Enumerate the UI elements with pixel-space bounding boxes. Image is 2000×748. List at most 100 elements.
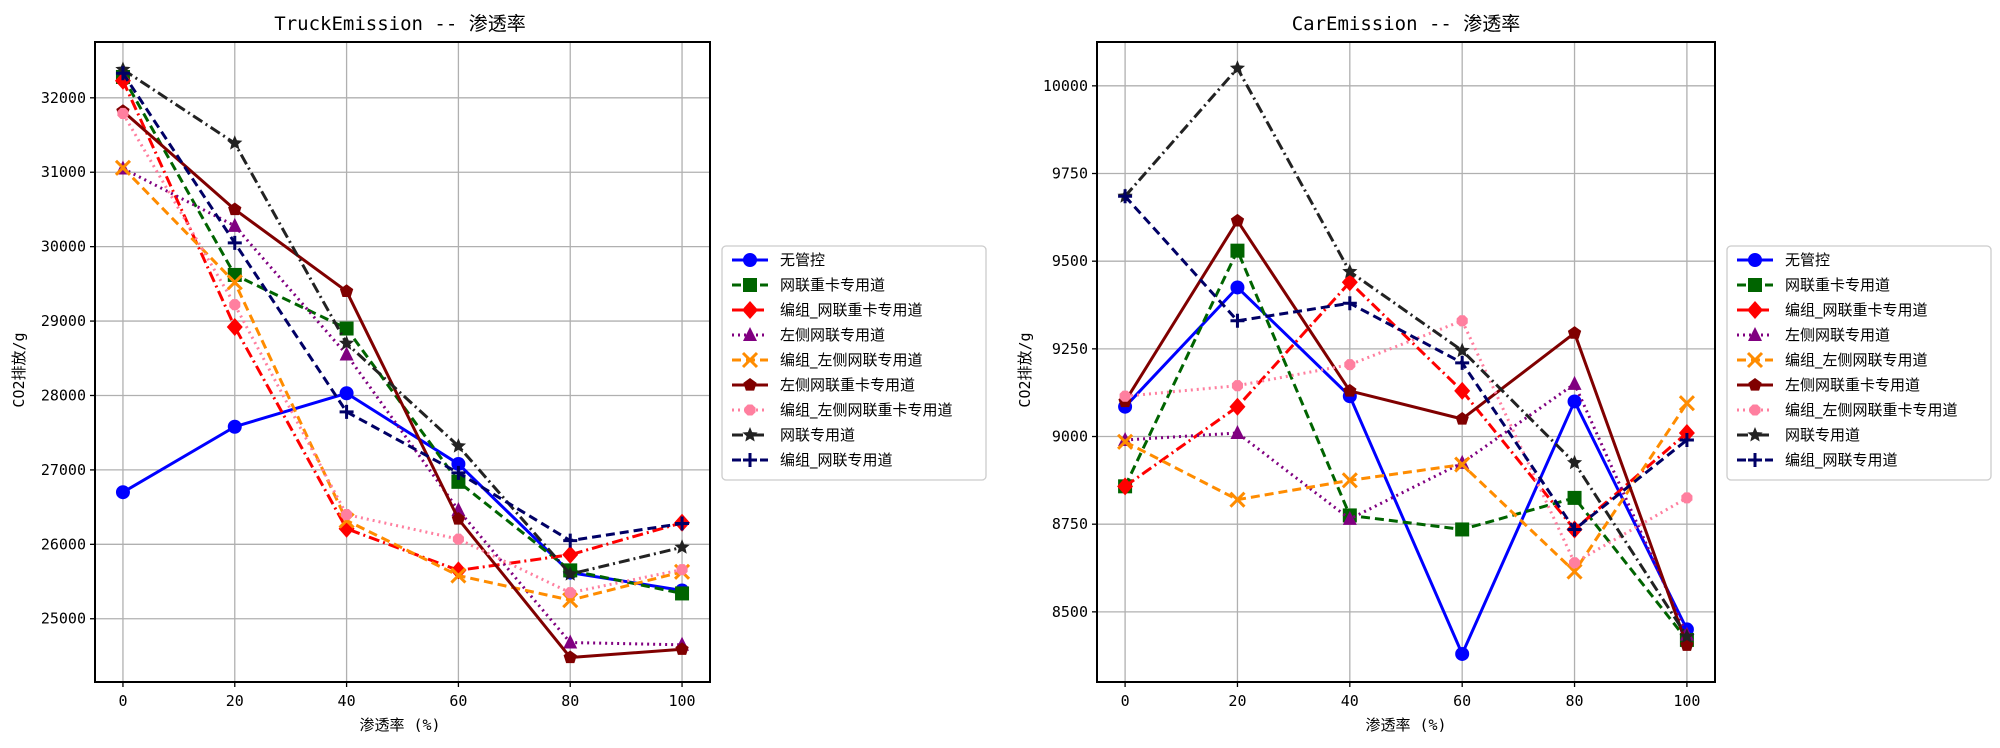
- legend-item: 无管控: [732, 251, 825, 269]
- truck-emission-chart: TruckEmission -- 渗透率 渗透率 (%) CO2排放/g 0 20…: [10, 13, 987, 734]
- legend-item: 无管控: [1737, 251, 1830, 269]
- legend-item: 编组_网联专用道: [732, 451, 893, 470]
- x-tick-label: 20: [1228, 692, 1246, 710]
- data-point: [1567, 490, 1582, 505]
- legend-marker: [743, 253, 757, 267]
- car-emission-chart: CarEmission -- 渗透率 渗透率 (%) CO2排放/g 0 20 40…: [1016, 13, 1992, 734]
- data-point: [341, 509, 353, 521]
- legend-marker: [743, 278, 757, 292]
- legend-marker: [742, 301, 758, 319]
- series-编组_网联重卡专用道: [114, 71, 691, 580]
- y-tick-label: 9750: [1052, 165, 1088, 183]
- series-左侧网联专用道: [1118, 375, 1694, 641]
- legend-marker: [1749, 404, 1761, 416]
- data-point: [1454, 342, 1470, 358]
- series-line: [122, 167, 683, 647]
- x-tick-label: 40: [338, 692, 356, 710]
- y-tick-label: 31000: [41, 163, 86, 181]
- legend-marker: [741, 351, 759, 369]
- data-point: [452, 533, 464, 545]
- chart-title: CarEmission -- 渗透率: [1292, 13, 1521, 35]
- data-point: [1117, 433, 1134, 450]
- data-point: [1567, 326, 1582, 339]
- data-point: [1229, 60, 1246, 75]
- series-line: [121, 110, 683, 659]
- legend-label: 无管控: [780, 251, 825, 269]
- data-point: [1566, 563, 1583, 580]
- series-line: [121, 112, 683, 595]
- legend-marker: [1748, 327, 1762, 341]
- y-tick-label: 9500: [1052, 252, 1088, 270]
- legend-marker: [744, 404, 756, 416]
- legend-marker: [743, 453, 757, 467]
- series-编组_网联专用道: [1118, 189, 1694, 537]
- data-point: [339, 386, 354, 401]
- data-point: [450, 561, 467, 580]
- data-point: [1230, 213, 1245, 227]
- data-point: [115, 66, 130, 81]
- series-编组_左侧网联专用道: [1117, 395, 1695, 580]
- data-point: [451, 512, 466, 525]
- legend-label: 左侧网联重卡专用道: [1785, 376, 1920, 394]
- data-point: [1455, 411, 1469, 425]
- y-tick-label: 8500: [1052, 603, 1088, 621]
- data-point: [1455, 522, 1470, 537]
- y-axis-label: CO2排放/g: [10, 332, 28, 407]
- data-point: [1342, 263, 1358, 279]
- legend-item: 编组_左侧网联专用道: [1737, 351, 1928, 370]
- x-tick-label: 80: [1566, 692, 1584, 710]
- series-编组_左侧网联专用道: [114, 159, 691, 609]
- plot-frame: [94, 41, 711, 683]
- data-point: [226, 318, 243, 337]
- series-line: [121, 80, 683, 572]
- series-网联重卡专用道: [1118, 243, 1694, 647]
- x-tick-label: 100: [1673, 692, 1700, 710]
- data-point: [1341, 472, 1358, 489]
- legend-item: 网联专用道: [1737, 426, 1860, 444]
- data-point: [563, 533, 578, 548]
- data-point: [1454, 456, 1471, 473]
- data-point: [1567, 375, 1582, 390]
- data-point: [1229, 491, 1246, 508]
- legend-label: 编组_左侧网联专用道: [780, 351, 923, 370]
- y-tick-label: 30000: [41, 238, 86, 256]
- data-point: [339, 321, 354, 336]
- data-point: [674, 539, 690, 554]
- data-point: [1231, 380, 1243, 392]
- data-point: [227, 135, 243, 150]
- data-point: [1344, 359, 1356, 371]
- legend-marker: [1748, 253, 1762, 267]
- x-tick-label: 80: [561, 692, 579, 710]
- data-point: [1342, 296, 1357, 311]
- data-point: [114, 71, 131, 90]
- data-point: [1566, 454, 1583, 470]
- legend-box: [721, 245, 987, 481]
- legend-marker: [1747, 301, 1763, 319]
- legend-label: 左侧网联专用道: [780, 326, 885, 344]
- series-编组_网联重卡专用道: [1117, 273, 1695, 539]
- data-point: [114, 159, 132, 176]
- series-编组_网联专用道: [115, 66, 690, 548]
- data-point: [563, 634, 578, 649]
- x-axis-label: 渗透率 (%): [1365, 716, 1446, 734]
- x-tick-label: 100: [668, 692, 695, 710]
- data-point: [1678, 395, 1695, 412]
- legend: 无管控网联重卡专用道编组_网联重卡专用道左侧网联专用道编组_左侧网联专用道左侧网…: [721, 245, 987, 481]
- legend-label: 编组_左侧网联重卡专用道: [1785, 401, 1958, 420]
- legend-item: 编组_网联重卡专用道: [732, 301, 923, 320]
- legend-item: 网联重卡专用道: [732, 276, 885, 294]
- data-point: [1456, 315, 1468, 327]
- data-point: [1455, 454, 1470, 469]
- data-point: [451, 474, 466, 489]
- plot-frame: [1096, 41, 1716, 683]
- data-point: [1230, 280, 1245, 295]
- legend-label: 编组_网联重卡专用道: [780, 301, 923, 320]
- data-point: [1679, 433, 1694, 448]
- data-point: [1230, 425, 1245, 440]
- series-line: [1124, 280, 1688, 531]
- x-tick-label: 60: [1453, 692, 1471, 710]
- legend-label: 网联重卡专用道: [780, 276, 885, 294]
- series-line: [1123, 195, 1688, 531]
- tick-labels: 0 20 40 60 80 100 25000 26000 27000 28000 29000 300…: [41, 89, 696, 710]
- data-point: [1117, 477, 1134, 496]
